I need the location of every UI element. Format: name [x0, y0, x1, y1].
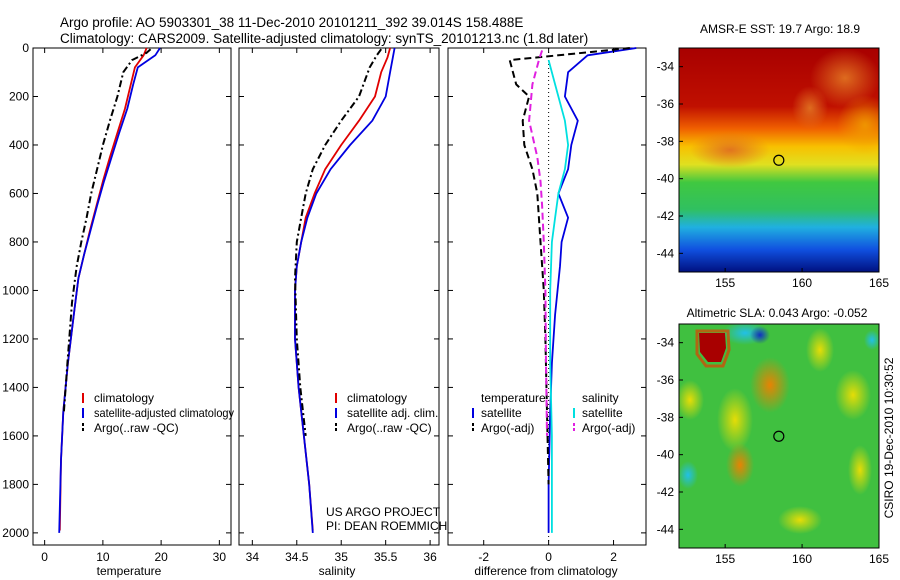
map-y-tick-label: -36	[657, 373, 675, 387]
legend-group-salinity: salinity	[582, 391, 619, 405]
sst-map-frame	[678, 47, 880, 273]
map-x-tick-label: 155	[715, 552, 735, 566]
x-tick-label: 36	[423, 550, 437, 564]
map-y-tick-label: -40	[657, 172, 675, 186]
project-annotation: US ARGO PROJECT	[326, 505, 441, 519]
series-line-satellite-adj-clim	[294, 47, 396, 533]
side-credit-label: CSIRO 19-Dec-2010 10:30:52	[882, 357, 896, 518]
sla-anomaly-patch	[864, 330, 879, 350]
sla-anomaly-patch	[835, 370, 871, 420]
sla-high-core	[699, 333, 726, 362]
sla-heatmap	[679, 324, 879, 548]
x-tick-label: 20	[154, 550, 168, 564]
map-y-tick-label: -40	[657, 448, 675, 462]
map-x-tick-label: 160	[792, 276, 812, 290]
temperature-axis-label: temperature	[97, 564, 162, 578]
pi-annotation: PI: DEAN ROEMMICH	[326, 519, 447, 533]
map-x-tick-label: 160	[792, 552, 812, 566]
sst-warm-patch	[792, 86, 828, 130]
legend-label-sal-argo: Argo(-adj)	[582, 421, 635, 435]
map-y-tick-label: -36	[657, 97, 675, 111]
map-y-tick-label: -38	[657, 410, 675, 424]
difference-legend: temperature satellite Argo(-adj) salinit…	[472, 391, 635, 435]
header-line-1: Argo profile: AO 5903301_38 11-Dec-2010 …	[60, 15, 523, 30]
temperature-legend: climatology satellite-adjusted climatolo…	[82, 391, 234, 435]
legend-label-climatology: climatology	[94, 391, 154, 405]
legend-group-temperature: temperature	[481, 391, 546, 405]
sla-map-frame	[678, 323, 880, 549]
salinity-legend: climatology satellite adj. clim. Argo(..…	[335, 391, 438, 435]
legend-label-temp-satellite: satellite	[481, 406, 522, 420]
map-y-tick-label: -42	[657, 209, 675, 223]
legend-label-argo: Argo(..raw -QC)	[94, 421, 179, 435]
sla-anomaly-patch	[778, 506, 822, 534]
y-tick-label: 800	[9, 235, 29, 249]
sla-anomaly-patch	[717, 388, 753, 452]
sla-anomaly-patch	[679, 461, 698, 489]
map-x-tick-label: 165	[869, 552, 889, 566]
salinity-panel-frame	[238, 47, 440, 546]
map-x-tick-label: 165	[869, 276, 889, 290]
argo-float-marker	[773, 154, 785, 166]
legend-label-argo: Argo(..raw -QC)	[347, 421, 432, 435]
sst-warm-patch	[690, 132, 770, 168]
x-tick-label: 34.5	[285, 550, 309, 564]
x-tick-label: -2	[478, 550, 489, 564]
x-tick-label: 0	[41, 550, 48, 564]
map-x-tick-label: 155	[715, 276, 735, 290]
sst-heatmap	[679, 48, 879, 272]
map-y-tick-label: -44	[657, 246, 675, 260]
map-y-tick-label: -34	[657, 60, 675, 74]
series-line-temperature-argo-adj	[508, 47, 630, 485]
sst-map-title: AMSR-E SST: 19.7 Argo: 18.9	[700, 22, 860, 36]
y-tick-label: 0	[22, 41, 29, 55]
x-tick-label: 0	[545, 550, 552, 564]
difference-panel-frame	[447, 47, 647, 546]
x-tick-label: 30	[213, 550, 227, 564]
sla-anomaly-patch	[806, 328, 834, 372]
series-line-salinity-argo-adj	[528, 50, 548, 436]
sla-anomaly-patch	[750, 357, 790, 413]
series-line-argo-raw-qc	[62, 48, 152, 412]
legend-label-temp-argo: Argo(-adj)	[481, 421, 534, 435]
map-y-tick-label: -34	[657, 336, 675, 350]
sla-anomaly-patch	[750, 326, 770, 344]
y-tick-label: 2000	[2, 526, 29, 540]
salinity-axis-label: salinity	[319, 564, 356, 578]
y-tick-label: 200	[9, 89, 29, 103]
legend-label-satellite-adjusted: satellite-adjusted climatology	[94, 406, 234, 420]
map-y-tick-label: -44	[657, 522, 675, 536]
legend-label-sal-satellite: satellite	[582, 406, 623, 420]
sla-high-rim	[695, 329, 731, 368]
header-line-2: Climatology: CARS2009. Satellite-adjuste…	[60, 31, 588, 46]
y-tick-label: 1600	[2, 429, 29, 443]
legend-label-satellite-adj: satellite adj. clim.	[347, 406, 438, 420]
series-line-argo-raw-qc	[294, 48, 383, 437]
temperature-panel-frame	[32, 47, 232, 546]
sla-map-title: Altimetric SLA: 0.043 Argo: -0.052	[687, 306, 868, 320]
y-tick-label: 1200	[2, 332, 29, 346]
y-tick-label: 1400	[2, 380, 29, 394]
sla-anomaly-patch	[679, 380, 704, 420]
sst-warm-patch	[837, 95, 879, 155]
argo-float-marker	[773, 430, 785, 442]
x-tick-label: 35.5	[374, 550, 398, 564]
y-tick-label: 1800	[2, 477, 29, 491]
sla-anomaly-patch	[726, 443, 754, 487]
sla-anomaly-patch	[848, 445, 872, 495]
x-tick-label: 35	[335, 550, 349, 564]
series-line-salinity-satellite	[547, 59, 569, 533]
sst-warm-patch	[810, 48, 879, 108]
x-tick-label: 2	[610, 550, 617, 564]
legend-label-climatology: climatology	[347, 391, 407, 405]
y-tick-label: 600	[9, 186, 29, 200]
y-tick-label: 400	[9, 138, 29, 152]
map-y-tick-label: -42	[657, 485, 675, 499]
map-y-tick-label: -38	[657, 134, 675, 148]
difference-axis-label: difference from climatology	[474, 564, 617, 578]
x-tick-label: 34	[246, 550, 260, 564]
x-tick-label: 10	[96, 550, 110, 564]
y-tick-label: 1000	[2, 283, 29, 297]
